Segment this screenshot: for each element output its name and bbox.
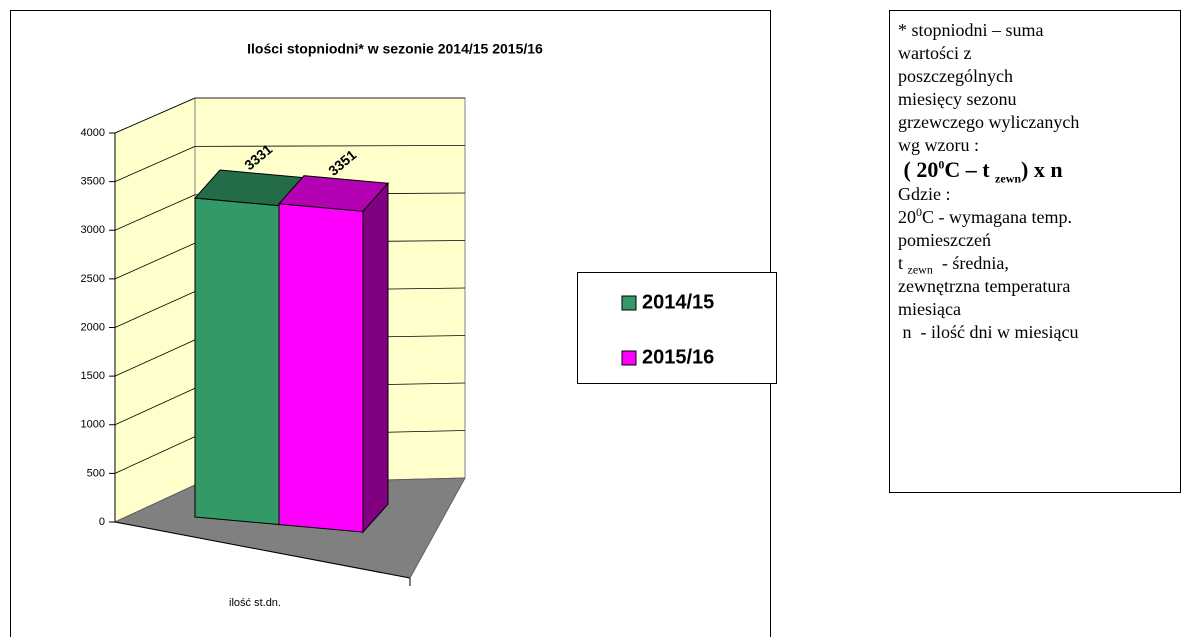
note-text: - średnia,	[932, 253, 1009, 273]
grid-line	[194, 145, 466, 147]
note-text: ( 20	[898, 157, 939, 182]
note-text: zewn	[995, 171, 1022, 186]
side-wall	[114, 97, 196, 523]
grid-line	[114, 97, 196, 134]
note-line: miesięcy sezonu	[898, 89, 1017, 109]
note-line: wartości z	[898, 43, 972, 63]
note-line: ( 200C – t zewn) x n	[898, 157, 1180, 186]
note-line: * stopniodni – suma	[898, 20, 1044, 40]
axis-line	[114, 521, 411, 579]
note-line: poszczególnych	[898, 66, 1013, 86]
note-text: t	[898, 253, 908, 273]
y-tick-label: 3000	[81, 224, 105, 236]
chart-title: Ilości stopniodni* w sezonie 2014/15 201…	[247, 41, 543, 57]
note-text: 0	[916, 205, 922, 219]
y-tick-label: 3500	[81, 176, 105, 188]
grid-line	[114, 194, 196, 231]
y-tick-label: 2000	[81, 321, 105, 333]
y-tick-label: 4000	[81, 127, 105, 139]
note-line: 200C - wymagana temp.	[898, 206, 1180, 229]
grid-line	[114, 387, 196, 426]
grid-line	[114, 436, 196, 474]
note-line: wg wzoru :	[898, 135, 979, 155]
note-line: t zewn - średnia,	[898, 252, 1180, 277]
note-line: grzewczego wyliczanych	[898, 112, 1080, 132]
note-text: 20	[898, 207, 916, 227]
y-tick-label: 1000	[81, 419, 105, 431]
y-tick-label: 1500	[81, 370, 105, 382]
grid-line	[114, 339, 196, 377]
note-text: 0	[938, 157, 945, 172]
bar-side	[362, 181, 389, 534]
note-line: zewnętrzna temperatura	[898, 276, 1071, 296]
grid-line	[114, 146, 196, 182]
note-line: Gdzie :	[898, 184, 951, 204]
note-text: C - wymagana temp.	[922, 207, 1072, 227]
x-tick-label: ilość st.dn.	[229, 597, 281, 609]
y-tick-label: 0	[99, 516, 105, 528]
grid-line	[114, 291, 196, 328]
note-text: C – t	[944, 157, 996, 182]
legend-swatch	[621, 350, 637, 366]
note-line: n - ilość dni w miesiącu	[898, 322, 1079, 342]
legend-swatch	[621, 295, 637, 311]
note-box: * stopniodni – suma wartości z poszczególn…	[889, 10, 1181, 493]
grid-line	[114, 242, 196, 280]
note-line: miesiąca	[898, 299, 961, 319]
y-tick-label: 2500	[81, 273, 105, 285]
legend	[577, 272, 777, 384]
note-text: zewn	[907, 262, 933, 277]
legend-label: 2014/15	[642, 291, 714, 313]
y-tick-label: 500	[87, 467, 105, 479]
note-text: ) x n	[1021, 157, 1063, 182]
bar-front	[194, 197, 280, 526]
note-line: pomieszczeń	[898, 230, 991, 250]
bar-front	[278, 203, 364, 533]
legend-label: 2015/16	[642, 346, 714, 368]
